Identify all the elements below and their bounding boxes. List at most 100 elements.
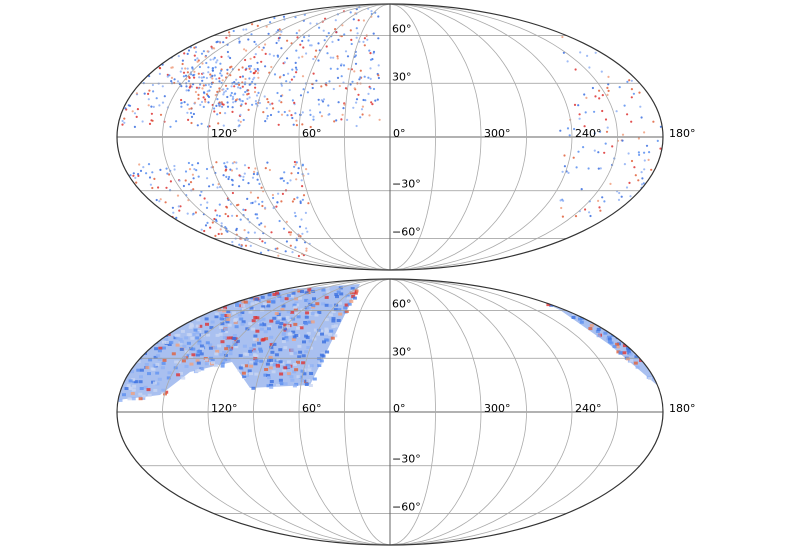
map-pixel xyxy=(252,337,257,341)
map-pixel xyxy=(279,372,284,376)
source-dot xyxy=(216,90,219,93)
meridian xyxy=(389,278,573,546)
map-pixel xyxy=(595,329,600,333)
source-dot xyxy=(187,183,191,186)
map-pixel xyxy=(263,330,268,334)
map-pixel xyxy=(191,353,196,357)
source-dot xyxy=(256,72,259,75)
source-dot xyxy=(377,37,380,40)
map-pixel xyxy=(270,350,275,354)
source-dot xyxy=(253,56,256,59)
map-pixel xyxy=(159,334,164,338)
map-pixel xyxy=(155,382,160,386)
source-dot xyxy=(305,247,308,250)
source-dot xyxy=(198,76,201,79)
source-dot xyxy=(300,218,303,221)
map-pixel xyxy=(164,390,169,394)
map-pixel xyxy=(607,327,612,331)
map-pixel xyxy=(352,296,357,300)
map-pixel xyxy=(160,366,165,370)
map-pixel xyxy=(154,347,159,351)
map-pixel xyxy=(307,287,312,291)
source-dot xyxy=(323,39,326,42)
source-dot xyxy=(291,68,294,71)
source-dot xyxy=(176,80,180,83)
source-dot xyxy=(291,116,294,120)
source-dot xyxy=(331,40,334,44)
source-dot xyxy=(659,125,663,128)
source-dot xyxy=(218,185,222,189)
source-dot xyxy=(629,195,632,198)
map-pixel xyxy=(253,334,258,338)
source-dot xyxy=(235,167,238,170)
source-dot xyxy=(261,200,264,203)
source-dot xyxy=(239,218,242,221)
map-pixel xyxy=(603,331,608,335)
source-dot xyxy=(270,65,273,69)
source-dot xyxy=(295,71,298,74)
source-dot xyxy=(301,39,304,43)
map-pixel xyxy=(272,363,277,367)
source-dot xyxy=(293,75,296,78)
map-pixel xyxy=(269,380,274,383)
map-pixel xyxy=(279,322,284,325)
map-pixel xyxy=(238,354,243,358)
source-dot xyxy=(630,159,634,163)
source-dot xyxy=(597,167,600,170)
source-dot xyxy=(202,96,205,99)
meridian xyxy=(389,3,573,271)
map-pixel xyxy=(280,299,285,303)
map-pixel xyxy=(195,331,200,335)
source-dot xyxy=(232,97,235,100)
source-dot xyxy=(307,202,310,205)
map-pixel xyxy=(168,341,173,345)
source-dot xyxy=(258,46,261,49)
map-pixel xyxy=(145,366,150,370)
source-dot xyxy=(238,124,241,127)
map-pixel xyxy=(259,349,263,353)
map-pixel xyxy=(167,371,172,375)
map-pixel xyxy=(162,358,167,362)
source-dot xyxy=(121,119,124,123)
map-pixel xyxy=(284,338,289,342)
map-pixel xyxy=(186,333,191,337)
map-pixel xyxy=(254,359,259,363)
map-pixel xyxy=(269,345,274,349)
map-pixel xyxy=(634,348,639,352)
source-dot xyxy=(183,52,186,55)
map-pixel xyxy=(244,352,249,356)
map-pixel xyxy=(259,359,264,363)
map-pixel xyxy=(295,312,299,316)
map-pixel xyxy=(308,339,313,343)
source-dot xyxy=(583,93,586,96)
map-pixel xyxy=(153,355,158,359)
source-dot xyxy=(264,206,267,209)
map-pixel xyxy=(337,308,342,312)
map-pixel xyxy=(287,365,292,369)
map-pixel xyxy=(147,393,152,397)
source-dot xyxy=(594,95,597,98)
source-dot xyxy=(320,115,323,118)
map-pixel xyxy=(214,315,219,319)
map-pixel xyxy=(261,305,266,309)
map-pixel xyxy=(259,323,264,327)
source-dot xyxy=(211,77,214,80)
map-pixel xyxy=(305,311,310,315)
source-dot xyxy=(239,113,242,116)
source-dot xyxy=(332,87,335,91)
source-dot xyxy=(276,247,279,250)
source-dot xyxy=(216,214,219,217)
source-dot xyxy=(275,41,278,45)
map-pixel xyxy=(208,343,213,347)
meridian xyxy=(207,3,391,271)
map-pixel xyxy=(259,327,264,331)
map-pixel xyxy=(215,301,219,305)
source-dot xyxy=(239,99,242,102)
source-dot xyxy=(222,174,225,177)
source-dot xyxy=(340,75,343,78)
source-dot xyxy=(198,65,201,69)
source-dot xyxy=(295,124,298,127)
source-dot xyxy=(355,124,358,128)
source-dot xyxy=(359,76,362,79)
source-dot xyxy=(158,66,161,70)
